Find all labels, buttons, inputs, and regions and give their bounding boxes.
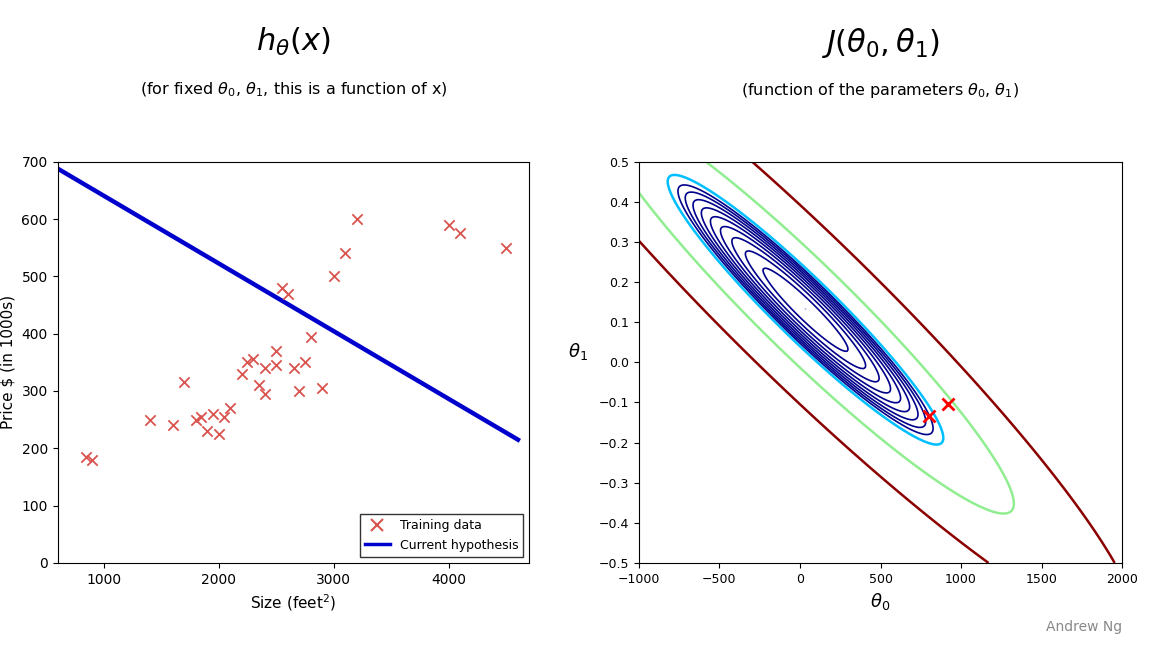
Point	[198, 426, 216, 436]
Point	[284, 363, 303, 373]
Point	[336, 248, 355, 259]
Text: $h_{\theta}(x)$: $h_{\theta}(x)$	[257, 26, 330, 58]
Text: Andrew Ng: Andrew Ng	[1046, 620, 1122, 634]
Y-axis label: $\theta_1$: $\theta_1$	[567, 342, 588, 362]
Point	[209, 429, 228, 439]
Point	[163, 420, 182, 430]
Point	[296, 357, 314, 367]
Text: (function of the parameters $\theta_0$, $\theta_1$): (function of the parameters $\theta_0$, …	[741, 81, 1020, 100]
Point	[267, 345, 285, 356]
Point	[451, 228, 470, 239]
Point	[250, 380, 268, 390]
Point	[215, 411, 234, 422]
Point	[497, 243, 516, 253]
Point	[175, 377, 193, 388]
X-axis label: Size (feet$^2$): Size (feet$^2$)	[251, 592, 336, 613]
Point	[440, 219, 458, 230]
Point	[256, 363, 274, 373]
Point	[186, 415, 205, 425]
Point	[302, 331, 320, 342]
Point	[290, 386, 308, 396]
Point	[77, 452, 96, 462]
Point	[192, 411, 211, 422]
Text: (for fixed $\theta_0$, $\theta_1$, this is a function of x): (for fixed $\theta_0$, $\theta_1$, this …	[139, 81, 448, 99]
Point	[256, 389, 274, 399]
Text: $J(\theta_0, \theta_1)$: $J(\theta_0, \theta_1)$	[821, 26, 940, 60]
Point	[273, 283, 291, 293]
Point	[267, 360, 285, 370]
Point	[348, 214, 366, 225]
Point	[313, 383, 331, 393]
Legend: Training data, Current hypothesis: Training data, Current hypothesis	[359, 514, 524, 556]
Point	[140, 415, 159, 425]
Point	[238, 357, 257, 367]
X-axis label: $\theta_0$: $\theta_0$	[870, 591, 891, 612]
Point	[204, 409, 222, 419]
Y-axis label: Price $ (in 1000s): Price $ (in 1000s)	[1, 295, 16, 430]
Point	[279, 289, 297, 299]
Point	[325, 271, 343, 281]
Point	[244, 355, 262, 365]
Point	[221, 403, 239, 413]
Point	[233, 369, 251, 379]
Point	[83, 455, 101, 465]
